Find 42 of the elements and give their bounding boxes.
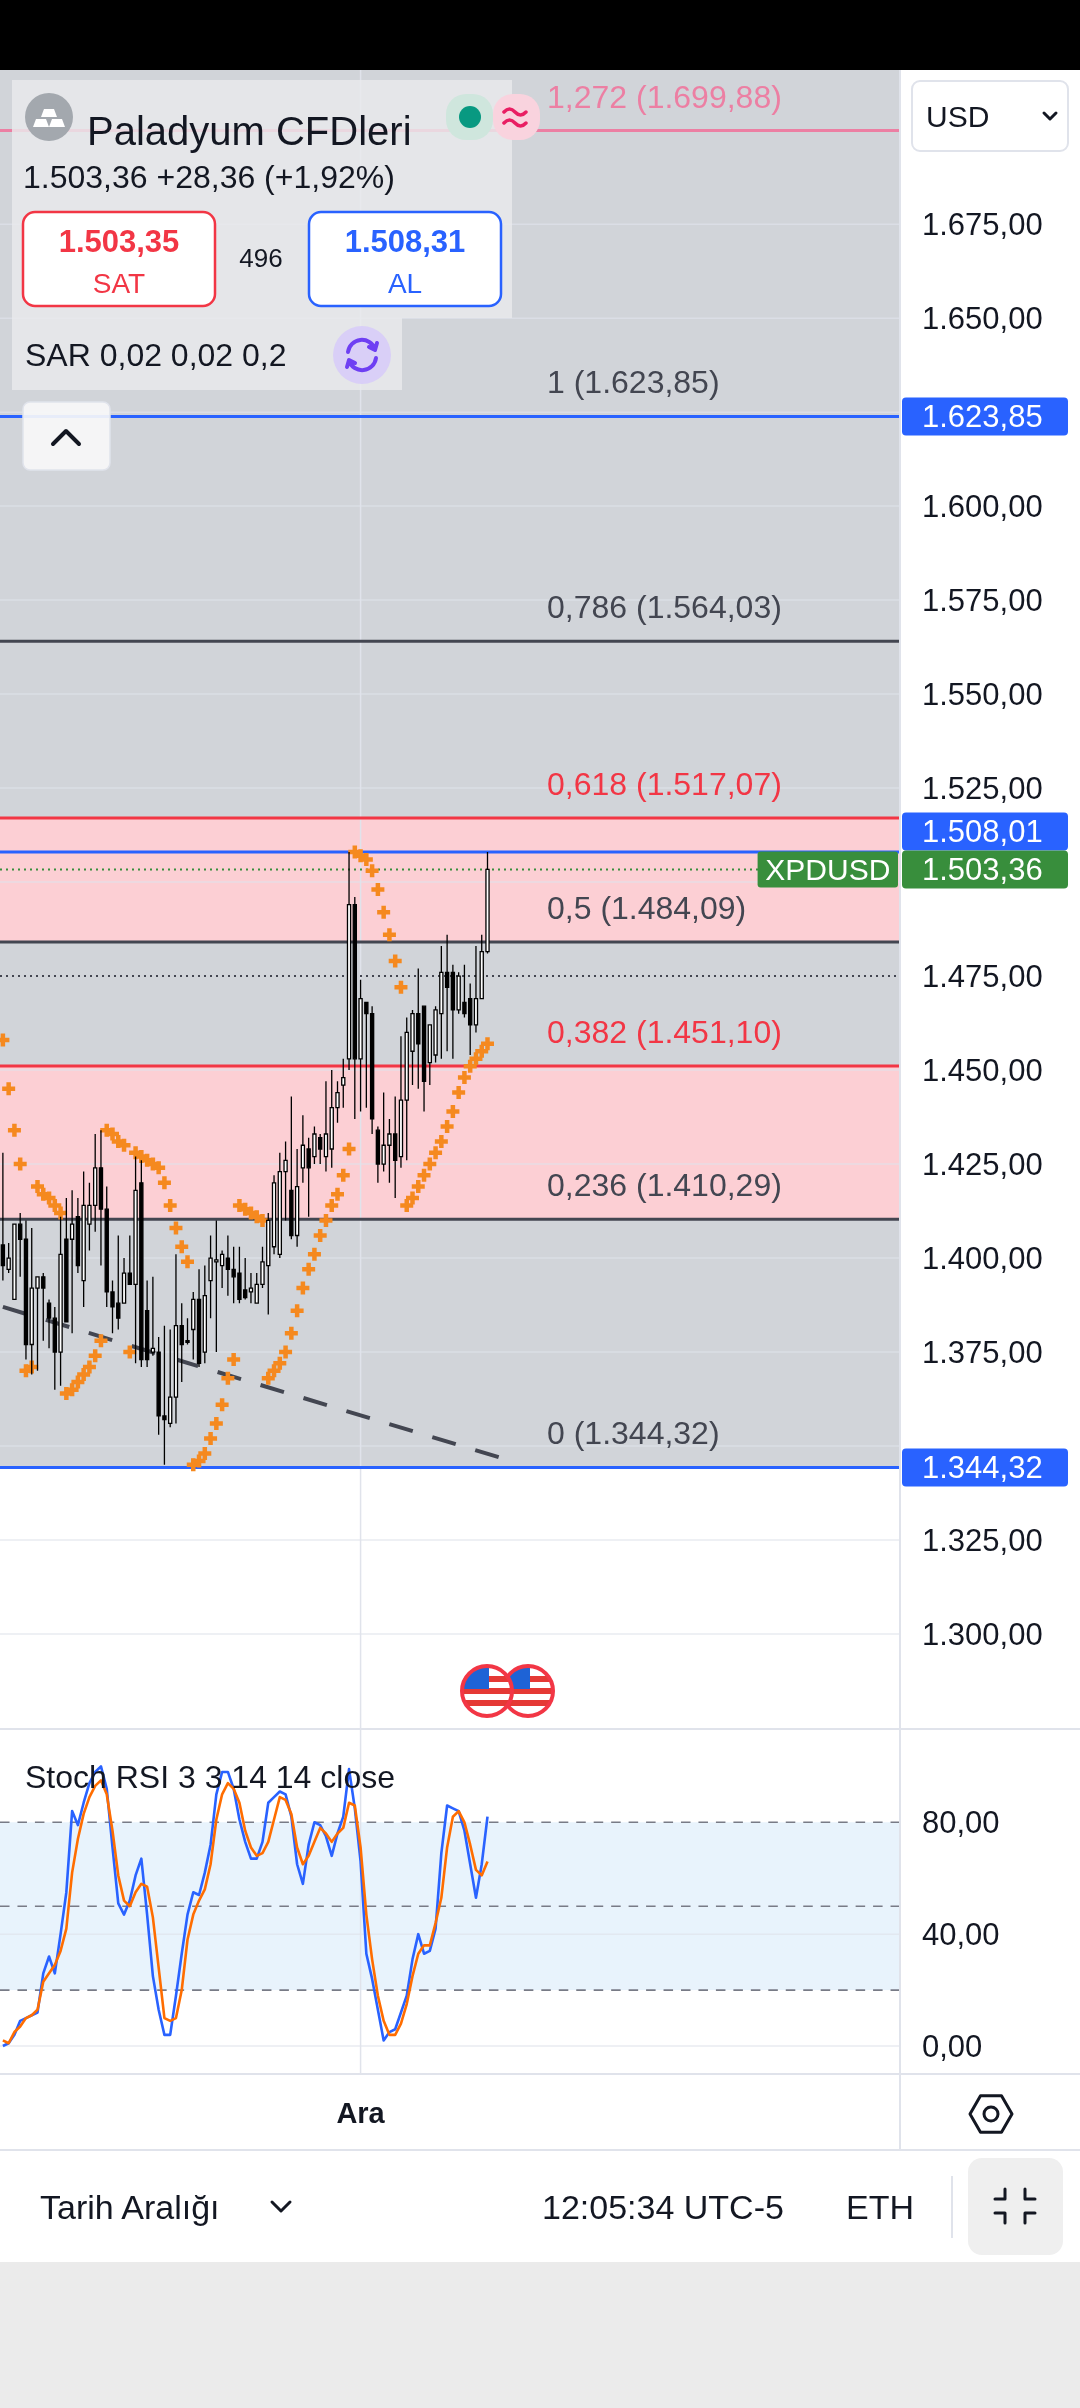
y-tick-label: 1.325,00 — [922, 1522, 1043, 1558]
text: Paladyum CFDleri — [87, 109, 412, 153]
annotation: 0,5 (1.484,09) — [547, 889, 747, 926]
annotation: 496 — [239, 243, 283, 273]
annotation: SAR 0,02 0,02 0,2 — [25, 337, 287, 373]
y-tick-label: 80,00 — [922, 1804, 1000, 1840]
y-tick-label: 1.550,00 — [922, 676, 1043, 712]
annotation: 1,272 (1.699,88) — [547, 78, 782, 115]
y-tick-label: 1.475,00 — [922, 958, 1043, 994]
y-tick-label: 1.450,00 — [922, 1052, 1043, 1088]
y-tick-label: 1.675,00 — [922, 206, 1043, 242]
annotation: 0,236 (1.410,29) — [547, 1167, 782, 1204]
text: Tarih Aralığı — [40, 2188, 220, 2226]
ref-line-label: 1.623,85 — [922, 398, 1043, 434]
text: ETH — [846, 2188, 914, 2226]
y-tick-label: 1.375,00 — [922, 1334, 1043, 1370]
ref-line-label: 1.503,36 — [922, 851, 1043, 887]
y-tick-label: 1.600,00 — [922, 488, 1043, 524]
ref-line-label: 1.508,01 — [922, 813, 1043, 849]
annotation: 0,382 (1.451,10) — [547, 1013, 782, 1050]
annotation: 1.503,35 — [58, 223, 180, 259]
text: 1.503,36 +28,36 (+1,92%) — [23, 159, 395, 195]
y-tick-label: 1.425,00 — [922, 1146, 1043, 1182]
annotation: 1.508,31 — [344, 223, 466, 259]
text: USD — [926, 99, 990, 133]
y-tick-label: 1.650,00 — [922, 300, 1043, 336]
annotation: AL — [387, 267, 423, 299]
y-tick-label: 1.575,00 — [922, 582, 1043, 618]
annotation: 0,786 (1.564,03) — [547, 589, 782, 626]
y-tick-label: 40,00 — [922, 1916, 1000, 1952]
annotation: 0,618 (1.517,07) — [547, 765, 782, 802]
y-tick-label: 1.400,00 — [922, 1240, 1043, 1276]
annotation: XPDUSD — [765, 852, 891, 886]
ref-line-label: 1.344,32 — [922, 1449, 1043, 1485]
y-tick-label: 1.525,00 — [922, 770, 1043, 806]
text: 12:05:34 UTC-5 — [542, 2188, 784, 2226]
y-tick-label: 0,00 — [922, 2028, 983, 2064]
annotation: 1 (1.623,85) — [547, 364, 720, 401]
x-tick-label: Ara — [336, 2097, 386, 2129]
annotation: 0 (1.344,32) — [547, 1415, 720, 1452]
annotation: SAT — [92, 267, 146, 299]
y-tick-label: 1.300,00 — [922, 1616, 1043, 1652]
